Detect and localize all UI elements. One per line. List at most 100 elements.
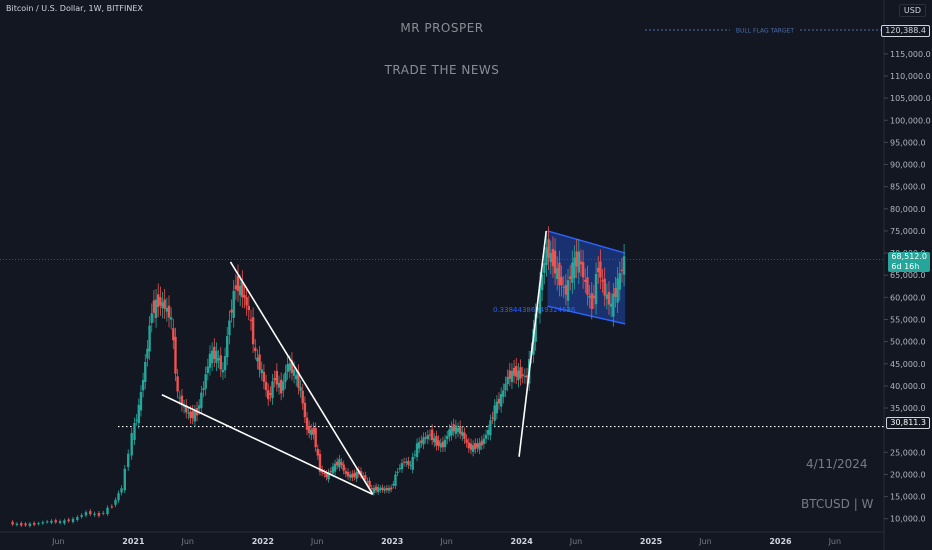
x-tick-label: Jun — [439, 537, 453, 546]
candle-down — [424, 437, 427, 439]
candle-up — [543, 263, 546, 273]
candle-up — [502, 390, 505, 397]
fib-label: 0.33844386049324636 — [493, 306, 576, 314]
candle-up — [210, 350, 214, 364]
candle-up — [114, 499, 117, 505]
y-tick-label: 45,000.0 — [890, 360, 926, 369]
candle-up — [271, 381, 274, 399]
candle-down — [24, 523, 27, 526]
x-tick-label: 2025 — [640, 537, 663, 546]
x-tick-label: 2021 — [122, 537, 145, 546]
currency-label[interactable]: USD — [898, 4, 926, 17]
candle-down — [620, 269, 624, 271]
candle-down — [159, 297, 162, 306]
candle-down — [254, 347, 257, 352]
candle-up — [379, 488, 382, 490]
candle-down — [607, 291, 611, 305]
candle-down — [614, 287, 617, 297]
x-tick-label: Jun — [828, 537, 842, 546]
candle-down — [157, 294, 160, 308]
candle-up — [127, 453, 130, 468]
candle-up — [398, 468, 401, 470]
candle-down — [512, 367, 516, 376]
candle-down — [581, 262, 585, 278]
candle-up — [284, 372, 287, 382]
x-tick-label: 2024 — [511, 537, 534, 546]
candle-up — [499, 394, 503, 407]
candle-down — [564, 285, 568, 295]
candle-down — [342, 464, 345, 471]
candle-up — [299, 387, 302, 391]
candle-down — [312, 427, 315, 435]
candle-down — [152, 300, 156, 313]
candle-down — [340, 462, 343, 466]
wedge-upper-trendline — [229, 261, 374, 495]
candle-down — [359, 471, 363, 476]
candle-up — [232, 290, 235, 318]
candle-down — [97, 512, 101, 516]
candle-up — [63, 520, 66, 524]
candle-up — [338, 459, 341, 468]
candle-up — [215, 350, 218, 363]
candle-down — [249, 319, 253, 321]
candle-up — [534, 313, 537, 342]
candle-down — [551, 249, 555, 267]
candle-up — [37, 523, 40, 525]
x-tick-label: 2022 — [252, 537, 274, 546]
candle-up — [510, 370, 514, 382]
candle-up — [517, 370, 520, 381]
candle-up — [256, 357, 259, 362]
y-tick-label: 25,000.0 — [890, 448, 926, 457]
candle-down — [428, 434, 432, 436]
candle-up — [144, 362, 147, 382]
candle-up — [187, 412, 190, 414]
candle-down — [476, 443, 479, 448]
candle-up — [394, 474, 397, 486]
candle-down — [316, 448, 320, 456]
candle-down — [351, 473, 354, 478]
candle-down — [11, 521, 14, 525]
candle-up — [333, 463, 337, 472]
candle-down — [407, 460, 410, 465]
candle-down — [32, 522, 36, 525]
y-tick-label: 80,000.0 — [890, 205, 926, 214]
y-tick-label: 40,000.0 — [890, 382, 926, 391]
candle-up — [594, 273, 598, 305]
candle-down — [497, 398, 501, 404]
candle-down — [353, 473, 356, 477]
candle-up — [135, 419, 138, 421]
candle-down — [323, 472, 326, 475]
candle-up — [400, 463, 404, 470]
candle-down — [67, 519, 70, 522]
candle-down — [402, 461, 406, 463]
candle-up — [117, 493, 120, 501]
candle-down — [420, 440, 423, 443]
y-tick-label: 95,000.0 — [890, 138, 926, 147]
candle-down — [435, 435, 438, 446]
candle-down — [474, 443, 477, 450]
candle-up — [612, 293, 615, 317]
candle-up — [383, 488, 386, 491]
candle-down — [301, 390, 304, 404]
y-tick-label: 110,000.0 — [890, 72, 931, 81]
symbol-legend[interactable]: Bitcoin / U.S. Dollar, 1W, BITFINEX — [6, 4, 143, 13]
candle-down — [385, 487, 389, 491]
candle-up — [348, 474, 352, 478]
candle-up — [310, 429, 313, 436]
candle-down — [185, 405, 188, 413]
candle-down — [558, 262, 561, 286]
candle-up — [471, 445, 475, 452]
candle-down — [592, 295, 596, 299]
candle-down — [314, 428, 317, 448]
flag-upper-line — [547, 230, 626, 254]
candle-up — [392, 484, 395, 486]
candle-down — [275, 370, 279, 385]
y-tick-label: 90,000.0 — [890, 161, 926, 170]
candle-up — [387, 488, 391, 491]
y-tick-label: 65,000.0 — [890, 271, 926, 280]
y-tick-label: 115,000.0 — [890, 50, 931, 59]
candle-up — [141, 379, 145, 391]
candle-up — [495, 401, 499, 414]
y-tick-label: 75,000.0 — [890, 227, 926, 236]
